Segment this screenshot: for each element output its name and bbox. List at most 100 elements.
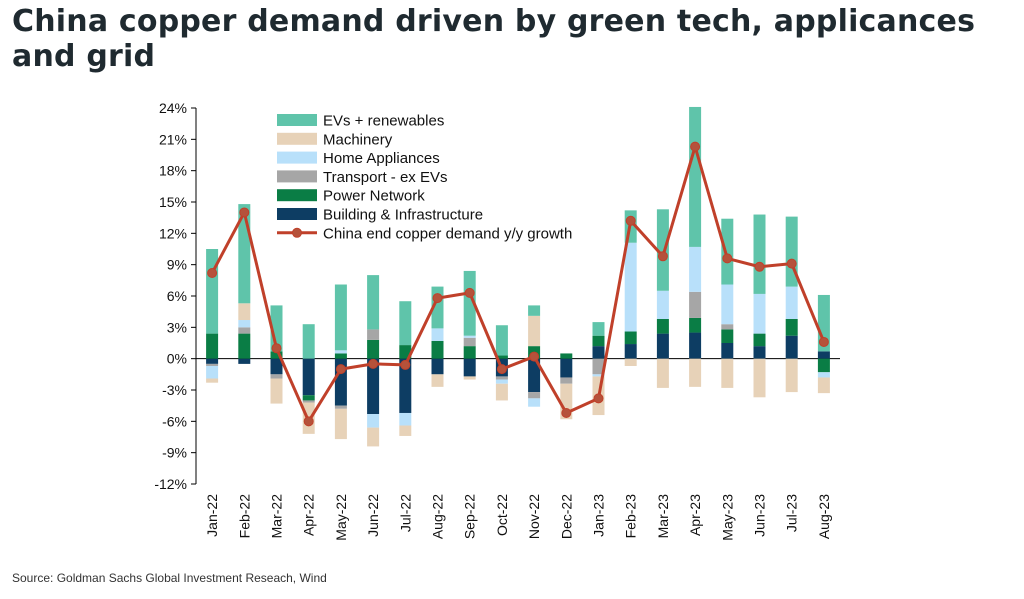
bar-segment — [592, 322, 605, 336]
bar-segment — [785, 358, 798, 393]
y-tick-label: 3% — [167, 319, 187, 335]
bar-segment — [495, 379, 508, 384]
bar-segment — [238, 333, 251, 359]
bar-segment — [624, 242, 637, 332]
bar-segment — [528, 315, 541, 347]
y-tick-label: -12% — [154, 476, 187, 492]
line-point — [818, 336, 829, 347]
bar-segment — [238, 327, 251, 334]
bar-segment — [785, 286, 798, 319]
bar-segment — [367, 414, 380, 428]
legend-label: Power Network — [323, 188, 425, 205]
bar-segment — [334, 408, 347, 440]
x-tick-label: Jul-22 — [397, 494, 413, 532]
page-title: China copper demand driven by green tech… — [12, 4, 976, 74]
bar-segment — [206, 333, 219, 359]
line-point — [303, 416, 314, 427]
bar-segment — [463, 376, 476, 380]
bar-segment — [270, 358, 283, 375]
bar-segment — [753, 346, 766, 359]
chart-line — [207, 141, 829, 427]
bar-segment — [817, 377, 830, 394]
bar-segment — [206, 378, 219, 383]
bar-segment — [206, 365, 219, 379]
bar-segment — [721, 284, 734, 325]
bar-segment — [302, 358, 315, 396]
x-tick-label: Dec-22 — [558, 494, 574, 539]
chart-axes: -12% -9% -6% -3% 0% 3% 6% 9% 12% 15% 18% 21% 24% Jan-… — [154, 100, 840, 541]
bar-segment — [689, 317, 702, 333]
bar-segment — [463, 337, 476, 347]
legend-swatch — [277, 114, 317, 126]
bar-segment — [721, 358, 734, 388]
line-point — [786, 258, 797, 269]
bar-segment — [817, 358, 830, 373]
x-tick-label: Feb-22 — [236, 494, 252, 539]
x-tick-label: Feb-23 — [623, 494, 639, 539]
bar-segment — [560, 353, 573, 359]
bar-segment — [656, 209, 669, 291]
bar-segment — [785, 335, 798, 359]
y-tick-label: -6% — [162, 413, 187, 429]
line-point — [593, 393, 604, 404]
bar-segment — [367, 427, 380, 447]
legend-swatch — [277, 151, 317, 164]
y-tick-label: 21% — [159, 131, 187, 147]
bar-segment — [689, 332, 702, 359]
bar-segment — [302, 400, 315, 403]
x-tick-label: Jan-23 — [591, 494, 607, 537]
x-tick-label: Mar-23 — [655, 494, 671, 539]
bar-segment — [528, 305, 541, 316]
bar-segment — [431, 340, 444, 359]
bar-segment — [270, 378, 283, 404]
bar-segment — [270, 351, 283, 359]
bar-segment — [334, 284, 347, 351]
bar-segment — [206, 363, 219, 366]
y-tick-label: 6% — [167, 288, 187, 304]
legend-label: Building & Infrastructure — [323, 207, 483, 224]
bar-segment — [334, 405, 347, 409]
bar-segment — [206, 249, 219, 334]
y-tick-label: -9% — [162, 445, 187, 461]
chart-bars — [206, 106, 830, 447]
legend-label: Home Appliances — [323, 150, 440, 167]
bar-segment — [367, 329, 380, 340]
bar-segment — [689, 291, 702, 318]
legend-swatch — [277, 189, 317, 202]
line-point — [432, 293, 443, 304]
x-tick-label: Jan-22 — [204, 494, 220, 537]
bar-segment — [592, 374, 605, 377]
x-tick-label: Apr-23 — [687, 494, 703, 536]
bar-segment — [399, 358, 412, 413]
bar-segment — [238, 303, 251, 321]
series-line — [210, 145, 826, 423]
bar-segment — [785, 318, 798, 336]
line-point — [271, 343, 282, 354]
bar-segment — [721, 218, 734, 285]
bar-segment — [817, 351, 830, 359]
line-point — [335, 364, 346, 375]
bar-segment — [528, 358, 541, 393]
chart: -12% -9% -6% -3% 0% 3% 6% 9% 12% 15% 18% 21% 24% Jan-… — [154, 100, 840, 541]
y-tick-label: 15% — [159, 194, 187, 210]
bar-segment — [206, 358, 219, 364]
bar-segment — [753, 214, 766, 294]
bar-segment — [656, 358, 669, 388]
bar-segment — [463, 358, 476, 377]
bar-segment — [431, 374, 444, 387]
x-tick-label: Sep-22 — [462, 494, 478, 539]
bar-segment — [238, 320, 251, 328]
bar-segment — [560, 358, 573, 378]
bar-segment — [721, 329, 734, 343]
x-tick-label: Jun-22 — [365, 494, 381, 537]
bar-segment — [689, 358, 702, 387]
bar-segment — [463, 270, 476, 336]
x-tick-label: Apr-22 — [301, 494, 317, 536]
x-tick-label: Jul-23 — [784, 494, 800, 532]
x-tick-label: Mar-22 — [269, 494, 285, 539]
line-point — [529, 351, 540, 362]
y-tick-label: 9% — [167, 257, 187, 273]
bar-segment — [367, 275, 380, 330]
legend-label: China end copper demand y/y growth — [323, 225, 572, 242]
